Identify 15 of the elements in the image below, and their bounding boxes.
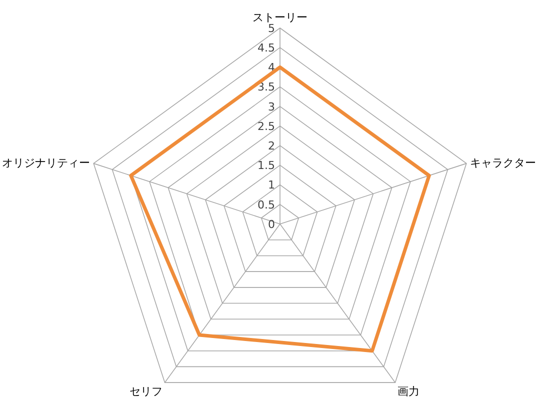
spoke-label: 画力 [398,385,420,398]
y-tick-label: 0.5 [258,198,275,212]
y-tick-label: 2.5 [258,120,275,133]
spoke-label: キャラクター [470,156,536,170]
spoke-label: セリフ [129,385,162,398]
y-tick-label: 4 [268,61,275,74]
y-tick-label: 1 [268,178,275,192]
y-tick-label: 3 [268,100,275,114]
y-tick-label: 2 [268,139,275,152]
y-tick-label: 5 [268,22,275,35]
y-tick-label: 1.5 [258,159,275,172]
spoke-label: オリジナリティー [2,156,90,170]
y-tick-label: 0 [268,218,275,231]
y-tick-label: 4.5 [258,41,275,54]
spoke-label: ストーリー [252,10,308,24]
